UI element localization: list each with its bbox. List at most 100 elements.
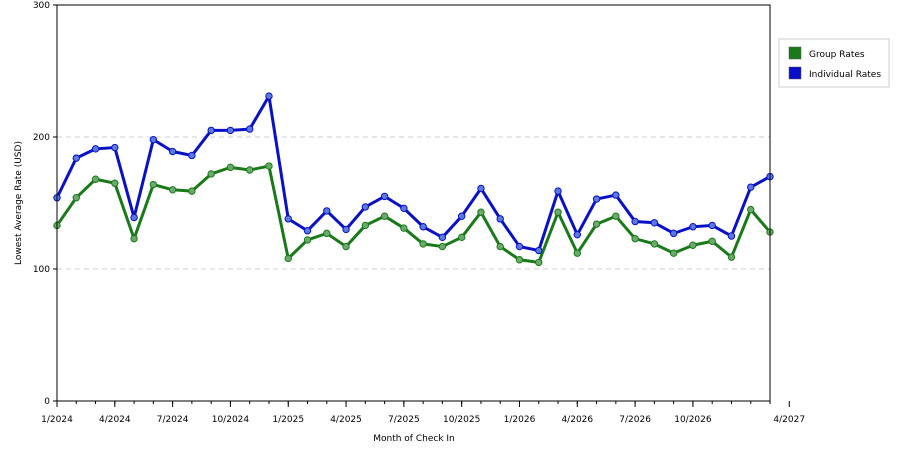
- x-axis: 1/2024 4/2024 7/2024 10/2024 1/2025 4/2025 7/2…: [41, 401, 805, 425]
- point-group-rates-29: [612, 212, 620, 220]
- point-individual-rates-15: [342, 225, 350, 234]
- point-group-rates-19: [419, 240, 427, 248]
- y-tick-label-200: 200: [33, 133, 50, 143]
- x-tick-label-4: 1/2025: [272, 415, 304, 425]
- point-group-rates-11: [265, 162, 273, 170]
- point-group-rates-24: [515, 256, 524, 264]
- point-group-rates-28: [592, 220, 601, 228]
- point-group-rates-30: [631, 234, 639, 243]
- x-axis-title: Month of Check In: [373, 434, 455, 444]
- point-group-rates-3: [111, 179, 119, 187]
- point-group-rates-4: [130, 234, 138, 243]
- point-individual-rates-28: [592, 195, 601, 203]
- point-group-rates-33: [689, 241, 697, 249]
- point-individual-rates-8: [207, 126, 215, 135]
- point-individual-rates-10: [246, 125, 254, 133]
- point-group-rates-36: [747, 205, 755, 214]
- point-individual-rates-6: [168, 147, 177, 156]
- legend-label-individual-rates: Individual Rates: [809, 70, 881, 80]
- point-group-rates-10: [246, 166, 254, 174]
- x-tick-label-9: 4/2026: [561, 415, 593, 425]
- x-tick-label-10: 7/2026: [619, 415, 651, 425]
- point-individual-rates-17: [380, 192, 389, 201]
- point-individual-rates-12: [284, 215, 292, 223]
- point-individual-rates-23: [496, 215, 504, 223]
- legend-label-group-rates: Group Rates: [809, 50, 865, 60]
- point-group-rates-9: [226, 163, 235, 172]
- point-group-rates-15: [342, 242, 350, 251]
- point-individual-rates-30: [631, 217, 639, 226]
- point-group-rates-20: [438, 242, 447, 251]
- gridlines: [57, 136, 770, 270]
- point-group-rates-16: [361, 221, 370, 230]
- y-tick-label-300: 300: [33, 1, 50, 11]
- point-group-rates-26: [554, 208, 562, 216]
- point-individual-rates-33: [689, 223, 697, 231]
- x-tick-label-5: 4/2025: [330, 415, 362, 425]
- point-individual-rates-14: [323, 207, 331, 215]
- y-tick-label-0: 0: [44, 397, 50, 407]
- legend-swatch-individual-rates: [788, 66, 802, 80]
- point-individual-rates-24: [515, 242, 524, 251]
- point-individual-rates-5: [149, 135, 158, 144]
- point-group-rates-25: [535, 258, 543, 267]
- x-tick-label-7: 10/2025: [443, 415, 480, 425]
- point-individual-rates-22: [477, 184, 485, 193]
- point-individual-rates-20: [438, 233, 447, 242]
- point-group-rates-35: [727, 253, 736, 261]
- y-tick-label-100: 100: [33, 265, 50, 275]
- point-individual-rates-29: [612, 191, 620, 199]
- point-individual-rates-7: [188, 151, 196, 160]
- x-tick-label-1: 4/2024: [99, 415, 131, 425]
- point-group-rates-22: [477, 208, 485, 216]
- point-individual-rates-13: [303, 227, 312, 235]
- legend-swatch-group-rates: [788, 46, 802, 60]
- x-tick-label-11: 10/2026: [674, 415, 712, 425]
- point-group-rates-7: [188, 187, 196, 195]
- point-individual-rates-21: [457, 212, 466, 220]
- x-tick-label-8: 1/2026: [504, 415, 536, 425]
- point-group-rates-32: [669, 249, 678, 257]
- point-individual-rates-32: [669, 229, 678, 238]
- point-group-rates-14: [323, 229, 331, 238]
- point-individual-rates-19: [419, 223, 427, 231]
- point-individual-rates-27: [573, 230, 581, 239]
- series-line-group-rates: [55, 164, 772, 264]
- point-individual-rates-3: [111, 143, 119, 152]
- x-tick-label-3: 10/2024: [212, 415, 250, 425]
- point-group-rates-18: [400, 224, 408, 232]
- series-line-individual-rates: [55, 94, 771, 253]
- point-group-rates-13: [303, 236, 312, 244]
- point-group-rates-6: [168, 186, 177, 194]
- point-individual-rates-1: [72, 154, 80, 162]
- point-individual-rates-31: [650, 219, 659, 227]
- point-individual-rates-2: [91, 145, 100, 153]
- series-group-rates: [53, 162, 774, 267]
- point-group-rates-5: [149, 180, 158, 189]
- point-group-rates-12: [284, 254, 292, 263]
- point-group-rates-17: [380, 212, 389, 220]
- point-group-rates-21: [457, 233, 466, 242]
- point-group-rates-31: [650, 240, 659, 248]
- y-axis-title: Lowest Average Rate (USD): [14, 141, 24, 265]
- x-tick-label-12: 4/2027: [773, 415, 805, 425]
- legend: Group Rates Individual Rates: [778, 38, 890, 88]
- point-individual-rates-9: [226, 126, 235, 135]
- point-individual-rates-36: [747, 183, 755, 191]
- point-individual-rates-18: [400, 204, 408, 212]
- point-individual-rates-4: [130, 213, 138, 222]
- point-individual-rates-34: [708, 221, 716, 230]
- y-axis: 0 100 200 300: [33, 1, 57, 407]
- point-individual-rates-16: [361, 203, 370, 211]
- point-individual-rates-25: [535, 246, 543, 255]
- plot-area-frame: [56, 4, 771, 402]
- point-individual-rates-26: [554, 187, 562, 195]
- point-group-rates-1: [72, 194, 80, 202]
- point-group-rates-23: [496, 242, 504, 251]
- x-tick-label-6: 7/2025: [388, 415, 420, 425]
- point-group-rates-8: [207, 170, 215, 178]
- series-layer: [53, 92, 774, 267]
- series-individual-rates: [53, 92, 774, 255]
- point-individual-rates-35: [727, 232, 736, 240]
